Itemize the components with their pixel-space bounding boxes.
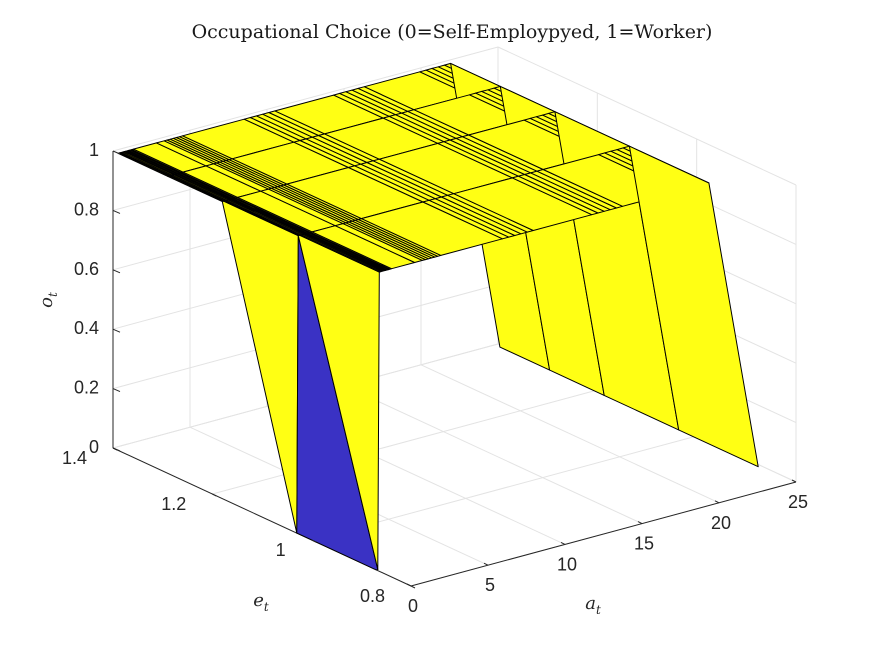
z-axis-label-subscript: t	[46, 292, 60, 297]
x-axis-label-base: a	[585, 593, 596, 614]
z-tick-label: 0.6	[74, 259, 99, 279]
y-axis-label: et	[253, 590, 269, 614]
x-tick-mark	[483, 562, 489, 566]
y-tick-label: 0.8	[360, 586, 385, 606]
floor-gridline-e	[212, 389, 598, 495]
x-tick-mark	[637, 521, 643, 525]
surface-face-worker	[628, 145, 759, 468]
z-tick-mark	[112, 209, 121, 214]
x-tick-label: 25	[788, 492, 808, 512]
z-tick-mark	[112, 328, 121, 333]
y-tick-mark	[410, 585, 416, 589]
x-axis-label: at	[585, 593, 601, 617]
x-tick-label: 20	[711, 513, 731, 533]
y-axis-label-base: e	[253, 590, 264, 611]
x-tick-mark	[791, 479, 797, 483]
floor-gridline-a	[343, 385, 643, 525]
z-tick-label: 0.2	[74, 378, 99, 398]
y-tick-label: 1.4	[62, 448, 87, 468]
x-tick-label: 0	[408, 596, 418, 616]
z-tick-label: 0	[89, 437, 99, 457]
y-axis-label-subscript: t	[264, 600, 269, 614]
x-tick-label: 15	[634, 534, 654, 554]
y-tick-mark	[212, 493, 217, 497]
z-axis-label-base: o	[36, 297, 57, 308]
back-wall-gridline-o	[112, 46, 499, 152]
side-wall-gridline-o	[497, 46, 797, 186]
x-tick-label: 5	[485, 575, 495, 595]
z-tick-mark	[112, 447, 121, 452]
surface-layer	[117, 62, 759, 571]
z-tick-label: 0.8	[74, 199, 99, 219]
x-axis-label-subscript: t	[596, 603, 601, 617]
z-tick-label: 0.4	[74, 318, 99, 338]
chart-title: Occupational Choice (0=Self-Employpyed, …	[192, 21, 713, 43]
y-tick-mark	[311, 539, 316, 543]
z-tick-mark	[112, 388, 121, 393]
y-tick-label: 1.2	[161, 494, 186, 514]
z-axis-label: ot	[36, 292, 60, 308]
floor-gridline-a	[420, 364, 720, 504]
x-tick-mark	[406, 583, 412, 587]
x-tick-mark	[714, 500, 720, 504]
z-tick-mark	[112, 150, 121, 155]
x-tick-mark	[560, 541, 566, 545]
x-axis-line	[410, 481, 797, 587]
y-tick-label: 1	[276, 540, 286, 560]
x-tick-label: 10	[557, 554, 577, 574]
z-tick-mark	[112, 269, 121, 274]
z-tick-label: 1	[89, 140, 99, 160]
